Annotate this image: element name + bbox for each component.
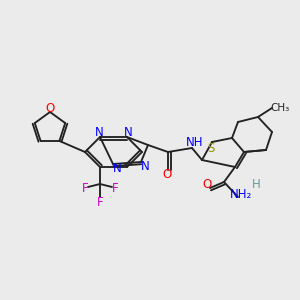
Text: O: O — [45, 101, 55, 115]
Text: N: N — [94, 125, 103, 139]
Text: O: O — [202, 178, 211, 190]
Text: N: N — [112, 161, 122, 175]
Text: CH₃: CH₃ — [270, 103, 290, 113]
Text: F: F — [97, 196, 103, 208]
Text: NH₂: NH₂ — [230, 188, 252, 200]
Text: N: N — [124, 125, 132, 139]
Text: H: H — [252, 178, 260, 191]
Text: N: N — [141, 160, 149, 172]
Text: NH: NH — [186, 136, 204, 149]
Text: F: F — [112, 182, 118, 194]
Text: S: S — [207, 142, 215, 154]
Text: O: O — [162, 169, 172, 182]
Text: F: F — [82, 182, 88, 194]
